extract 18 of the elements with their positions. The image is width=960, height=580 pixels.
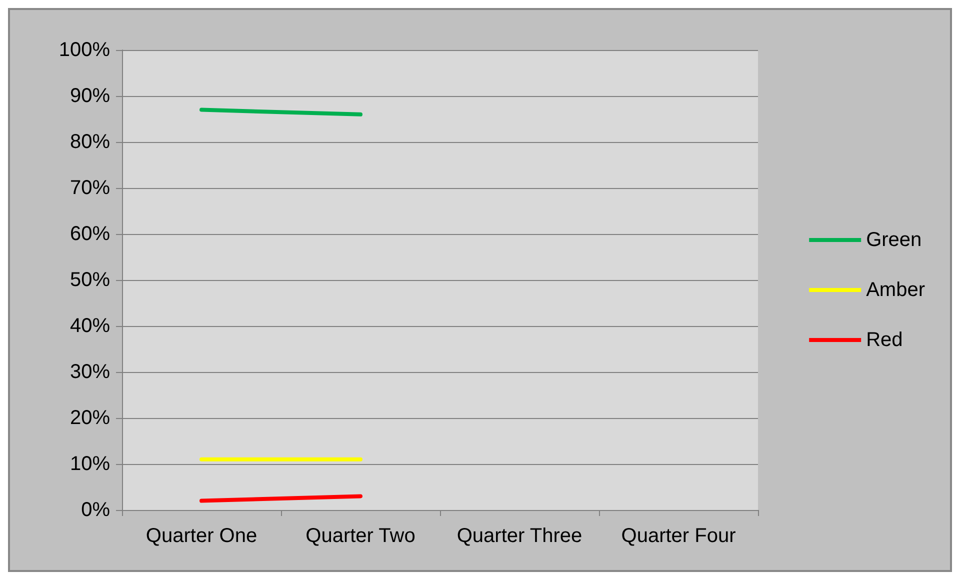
y-tick-label: 0% [81,499,110,521]
y-tick-label: 100% [58,39,110,61]
y-tick-label: 20% [70,407,110,429]
y-tick-label: 90% [70,85,110,107]
x-tick-label: Quarter Two [306,525,416,547]
y-tick-label: 50% [70,269,110,291]
legend-label: Amber [866,279,926,301]
y-tick-label: 60% [70,223,110,245]
y-tick-label: 40% [70,315,110,337]
y-tick-label: 30% [70,361,110,383]
legend-label: Red [866,329,903,351]
x-tick-label: Quarter Four [621,525,736,547]
legend-label: Green [866,229,922,251]
y-tick-label: 80% [70,131,110,153]
x-tick-label: Quarter One [146,525,258,547]
y-tick-label: 10% [70,453,110,475]
x-tick-label: Quarter Three [456,525,582,547]
y-tick-label: 70% [70,177,110,199]
